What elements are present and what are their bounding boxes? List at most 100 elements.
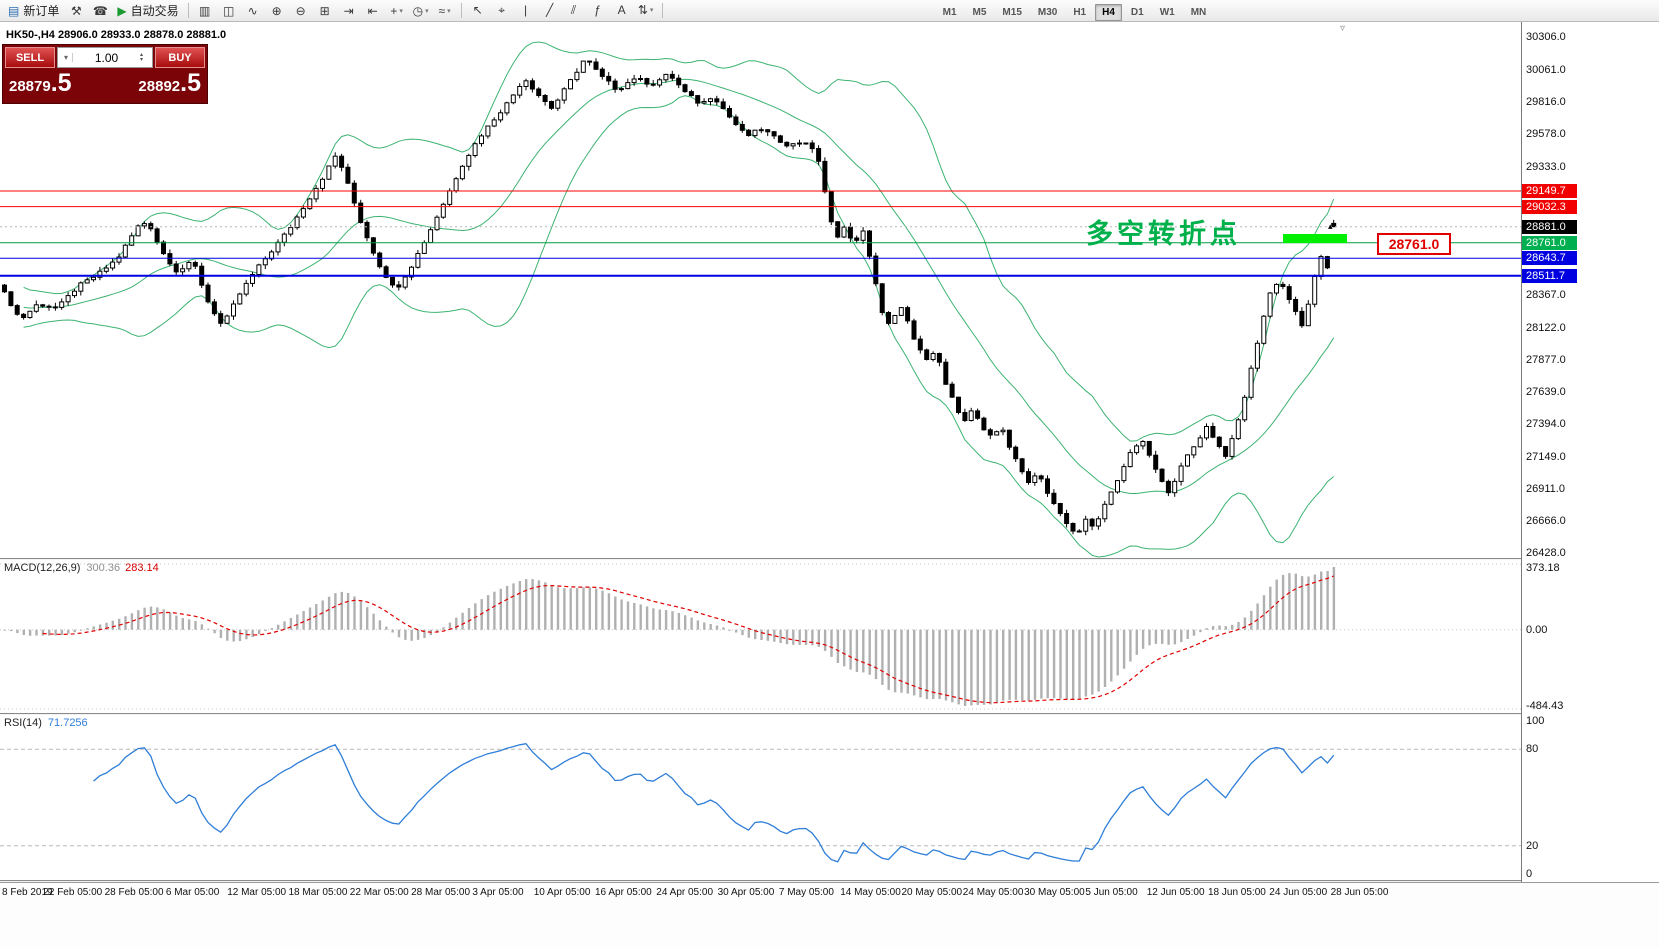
buy-button[interactable]: BUY [155, 47, 205, 68]
price-scale-label: 30061.0 [1526, 63, 1566, 76]
price-scale-label: 29578.0 [1526, 127, 1566, 140]
line-chart-icon[interactable]: ∿ [247, 3, 258, 18]
autotrading-icon: ▶ [117, 3, 127, 18]
one-click-trading-panel: SELL ▾ 1.00 ▴ ▾ BUY 28879.5 28892.5 [2, 44, 208, 104]
price-scale-label: 27149.0 [1526, 451, 1566, 464]
panel-separator[interactable] [0, 558, 1659, 560]
timeframe-w1[interactable]: W1 [1159, 6, 1175, 18]
volume-dropdown-icon[interactable]: ▾ [60, 53, 73, 62]
timeframe-d1[interactable]: D1 [1130, 6, 1144, 18]
spinner-down-icon[interactable]: ▾ [140, 56, 144, 63]
time-axis-label: 30 Apr 05:00 [717, 887, 775, 898]
price-scale-label: 29816.0 [1526, 96, 1566, 109]
price-line-label: 29032.3 [1522, 199, 1577, 214]
volume-spinner[interactable]: ▴ ▾ [140, 51, 150, 63]
price-scale[interactable]: 30306.0 30061.0 29816.0 29578.0 29333.0 28367… [1521, 22, 1659, 882]
price-line-label: 28511.7 [1522, 268, 1577, 283]
price-line-label: 28761.0 [1522, 235, 1577, 250]
time-axis-label: 24 Jun 05:00 [1269, 887, 1328, 898]
price-scale-label: 80 [1526, 743, 1539, 756]
time-axis-label: 6 Mar 05:00 [165, 887, 220, 898]
dropdown-arrow-icon[interactable]: ▾ [447, 7, 451, 15]
price-scale-label: 28367.0 [1526, 289, 1566, 302]
time-axis-label: 30 May 05:00 [1024, 887, 1085, 898]
autotrading-button[interactable]: ▶ 自动交易 [112, 2, 183, 20]
price-scale-label: 30306.0 [1526, 31, 1566, 44]
text-icon[interactable]: A [617, 3, 626, 18]
timeframe-m15[interactable]: M15 [1002, 6, 1022, 18]
buy-price: 28892.5 [138, 69, 201, 97]
annotation-text: 多空转折点 [1086, 219, 1241, 249]
price-scale-label: 29333.0 [1526, 160, 1566, 173]
time-axis-label: 14 May 05:00 [840, 887, 901, 898]
bar-chart-icon[interactable]: ▥ [198, 3, 211, 18]
cursor-icon[interactable]: ↖ [472, 3, 483, 18]
vertical-line-icon[interactable]: | [524, 3, 528, 18]
dropdown-arrow-icon[interactable]: ▾ [649, 7, 654, 15]
timeframe-m30[interactable]: M30 [1037, 6, 1058, 18]
time-axis-label: 24 Apr 05:00 [656, 887, 714, 898]
sell-button[interactable]: SELL [5, 47, 55, 68]
price-line-label: 29149.7 [1522, 183, 1577, 198]
volume-value[interactable]: 1.00 [94, 50, 119, 65]
chart-area[interactable]: HK50-,H4 28906.0 28933.0 28878.0 28881.0… [0, 22, 1659, 947]
chart-shift-icon[interactable]: ⇤ [367, 3, 378, 18]
toolbar-left-icons: ⚒ ☎ [64, 2, 112, 20]
time-axis-label: 22 Mar 05:00 [349, 887, 409, 898]
time-axis-label: 24 May 05:00 [962, 887, 1024, 898]
toolbar-draw-tools: ↖ ⌖ | ╱ ⫽ ƒ A ⇅ ▾ [466, 1, 658, 20]
time-axis-label: 12 Mar 05:00 [227, 887, 287, 898]
dropdown-arrow-icon[interactable]: ▾ [399, 7, 403, 15]
price-scale-label: 0.00 [1526, 623, 1548, 636]
sell-price: 28879.5 [9, 69, 72, 97]
timeframe-m5[interactable]: M5 [972, 6, 987, 18]
indicators-icon[interactable]: ≈ ▾ [438, 3, 451, 18]
arrow-tool-icon[interactable]: ⇅ ▾ [637, 3, 654, 18]
time-axis-label: 10 Apr 05:00 [533, 887, 591, 898]
price-scale-label: 100 [1526, 715, 1545, 727]
fibonacci-icon[interactable]: ƒ [594, 3, 601, 18]
tile-windows-icon[interactable]: ⊞ [319, 3, 330, 18]
price-marker-arrow: ▴ [1328, 221, 1333, 231]
candlestick-chart-icon[interactable]: ◫ [222, 3, 235, 18]
time-axis[interactable]: 8 Feb 2019 22 Feb 05:00 28 Feb 05:00 6 Mar … [0, 882, 1659, 947]
toolbar-chart-tools: ▥ ◫ ∿ ⊕ ⊖ ⊞ ⇥ ⇤ + ▾ ◷ ▾ ≈ ▾ [193, 2, 457, 20]
rsi-chart[interactable] [0, 715, 1521, 880]
price-callout-label[interactable]: 28761.0 [1377, 233, 1451, 255]
new-chart-icon[interactable]: + ▾ [390, 3, 403, 18]
price-scale-label: 27394.0 [1526, 418, 1566, 431]
macd-chart[interactable] [0, 560, 1521, 713]
spinner-up-icon[interactable]: ▴ [140, 51, 144, 58]
crosshair-icon[interactable]: ⌖ [498, 3, 505, 18]
dropdown-arrow-icon[interactable]: ▾ [425, 7, 429, 15]
channel-icon[interactable]: ⫽ [570, 3, 577, 18]
timeframe-h4[interactable]: H4 [1095, 3, 1122, 21]
zoom-in-icon[interactable]: ⊕ [271, 3, 282, 18]
trendline-icon[interactable]: ╱ [545, 3, 554, 18]
macd-label: MACD(12,26,9) 300.36 283.14 [4, 562, 159, 574]
time-axis-label: 28 Mar 05:00 [411, 887, 471, 898]
time-axis-label: 28 Feb 05:00 [104, 887, 164, 898]
timeframe-h1[interactable]: H1 [1073, 6, 1087, 18]
price-scale-label: 0 [1526, 868, 1533, 880]
period-icon[interactable]: ◷ ▾ [412, 3, 429, 18]
toolbar-separator [661, 3, 663, 18]
market-watch-icon[interactable]: ☎ [92, 3, 108, 18]
timeframe-m1[interactable]: M1 [942, 6, 957, 18]
new-order-button[interactable]: ▤ 新订单 [3, 2, 64, 20]
timeframe-mn[interactable]: MN [1190, 6, 1207, 18]
price-scale-label: 27639.0 [1526, 385, 1566, 398]
auto-scroll-icon[interactable]: ⇥ [343, 3, 354, 18]
time-axis-label: 28 Jun 05:00 [1330, 887, 1389, 898]
panel-separator[interactable] [0, 880, 1659, 882]
volume-input[interactable]: ▾ 1.00 ▴ ▾ [57, 47, 153, 68]
time-axis-label: 18 Mar 05:00 [288, 887, 348, 898]
chart-shift-marker[interactable]: ▿ [1340, 23, 1346, 34]
price-scale-label: 27877.0 [1526, 354, 1566, 367]
zoom-out-icon[interactable]: ⊖ [295, 3, 306, 18]
price-chart[interactable] [0, 22, 1521, 558]
highlight-bar[interactable] [1283, 234, 1347, 243]
panel-separator[interactable] [0, 713, 1659, 715]
price-scale-label: 26666.0 [1526, 515, 1566, 528]
metaeditor-icon[interactable]: ⚒ [70, 3, 82, 18]
